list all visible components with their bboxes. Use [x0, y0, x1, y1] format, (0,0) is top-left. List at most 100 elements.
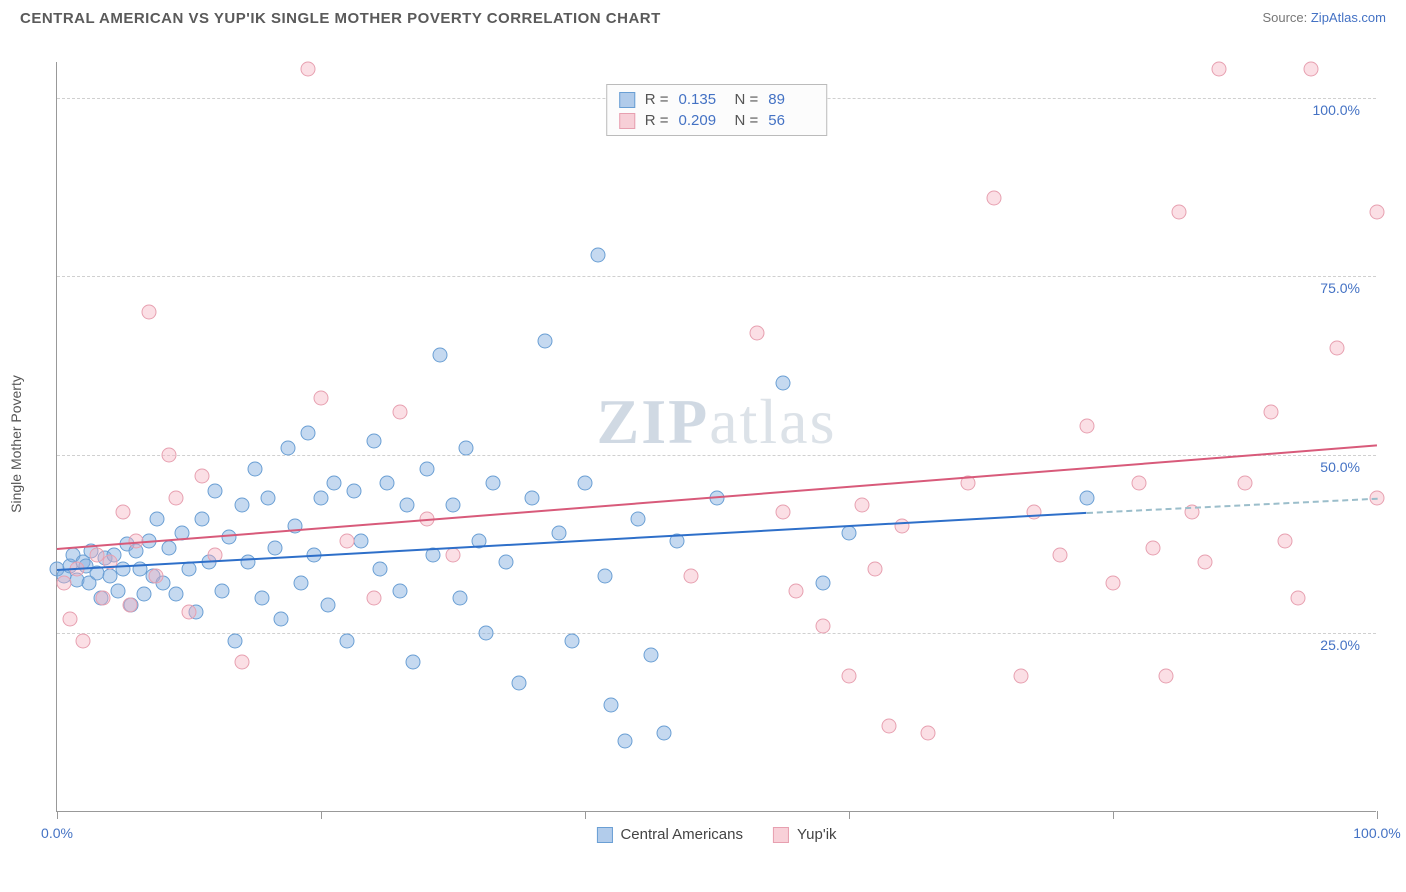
y-tick-label: 25.0% — [1316, 637, 1364, 653]
data-point — [281, 440, 296, 455]
data-point — [446, 497, 461, 512]
x-tick-label: 100.0% — [1353, 825, 1400, 841]
grid-line — [57, 276, 1376, 277]
data-point — [234, 497, 249, 512]
data-point — [842, 526, 857, 541]
data-point — [182, 605, 197, 620]
data-point — [366, 590, 381, 605]
data-point — [137, 587, 152, 602]
data-point — [452, 590, 467, 605]
data-point — [1145, 540, 1160, 555]
x-tick — [57, 811, 58, 819]
data-point — [564, 633, 579, 648]
data-point — [597, 569, 612, 584]
legend-swatch — [773, 827, 789, 843]
data-point — [578, 476, 593, 491]
data-point — [353, 533, 368, 548]
data-point — [1013, 669, 1028, 684]
x-tick — [849, 811, 850, 819]
data-point — [162, 447, 177, 462]
data-point — [591, 247, 606, 262]
data-point — [195, 469, 210, 484]
stats-legend-box: R =0.135N =89R =0.209N =56 — [606, 84, 828, 136]
data-point — [815, 619, 830, 634]
y-tick-label: 75.0% — [1316, 280, 1364, 296]
data-point — [551, 526, 566, 541]
stat-n-value: 56 — [768, 112, 814, 129]
data-point — [1198, 555, 1213, 570]
watermark: ZIPatlas — [597, 385, 837, 459]
data-point — [150, 512, 165, 527]
data-point — [485, 476, 500, 491]
data-point — [96, 590, 111, 605]
data-point — [116, 505, 131, 520]
data-point — [373, 562, 388, 577]
data-point — [1330, 340, 1345, 355]
data-point — [76, 633, 91, 648]
data-point — [1370, 205, 1385, 220]
stat-row: R =0.209N =56 — [619, 110, 815, 131]
trend-line — [1087, 498, 1377, 514]
data-point — [657, 726, 672, 741]
y-axis-label: Single Mother Poverty — [8, 375, 24, 513]
data-point — [749, 326, 764, 341]
data-point — [617, 733, 632, 748]
data-point — [1079, 419, 1094, 434]
x-tick — [1377, 811, 1378, 819]
bottom-legend: Central AmericansYup'ik — [596, 826, 836, 843]
legend-swatch — [619, 113, 635, 129]
source-link[interactable]: ZipAtlas.com — [1311, 10, 1386, 25]
data-point — [241, 555, 256, 570]
data-point — [380, 476, 395, 491]
data-point — [1277, 533, 1292, 548]
data-point — [300, 426, 315, 441]
legend-swatch — [619, 92, 635, 108]
data-point — [1106, 576, 1121, 591]
chart-title: CENTRAL AMERICAN VS YUP'IK SINGLE MOTHER… — [20, 10, 661, 27]
data-point — [406, 655, 421, 670]
trend-line — [57, 512, 1087, 571]
data-point — [149, 569, 164, 584]
watermark-zip: ZIP — [597, 386, 710, 457]
data-point — [498, 555, 513, 570]
chart-container: Single Mother Poverty ZIPatlas 25.0%50.0… — [46, 44, 1386, 844]
data-point — [855, 497, 870, 512]
legend-item: Central Americans — [596, 826, 743, 843]
stat-n-label: N = — [735, 91, 759, 108]
stat-row: R =0.135N =89 — [619, 89, 815, 110]
stat-n-label: N = — [735, 112, 759, 129]
data-point — [446, 547, 461, 562]
stat-r-label: R = — [645, 112, 669, 129]
x-tick — [585, 811, 586, 819]
data-point — [1304, 62, 1319, 77]
y-tick-label: 100.0% — [1309, 102, 1364, 118]
data-point — [683, 569, 698, 584]
data-point — [630, 512, 645, 527]
data-point — [168, 587, 183, 602]
data-point — [393, 405, 408, 420]
data-point — [228, 633, 243, 648]
data-point — [234, 655, 249, 670]
data-point — [340, 533, 355, 548]
data-point — [116, 562, 131, 577]
data-point — [1290, 590, 1305, 605]
x-tick — [1113, 811, 1114, 819]
data-point — [921, 726, 936, 741]
data-point — [122, 597, 137, 612]
data-point — [320, 597, 335, 612]
grid-line — [57, 455, 1376, 456]
data-point — [248, 462, 263, 477]
data-point — [1132, 476, 1147, 491]
data-point — [815, 576, 830, 591]
data-point — [644, 647, 659, 662]
legend-swatch — [596, 827, 612, 843]
chart-source: Source: ZipAtlas.com — [1262, 10, 1386, 25]
data-point — [340, 633, 355, 648]
stat-r-value: 0.135 — [679, 91, 725, 108]
legend-label: Central Americans — [620, 826, 743, 843]
grid-line — [57, 633, 1376, 634]
data-point — [1026, 505, 1041, 520]
data-point — [1264, 405, 1279, 420]
data-point — [1238, 476, 1253, 491]
data-point — [300, 62, 315, 77]
